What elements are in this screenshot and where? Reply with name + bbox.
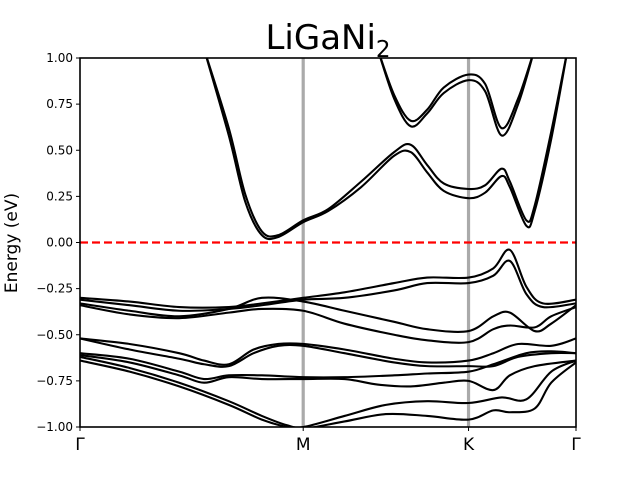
chart-title: LiGaNi2 (265, 18, 390, 63)
y-axis-ticks: −1.00 −0.75 −0.50 −0.25 0.00 0.25 0.50 0.75 1.00 (36, 51, 80, 434)
y-tick-label: −0.25 (36, 282, 73, 296)
band-line-8 (80, 304, 576, 344)
band-line-13 (80, 355, 576, 427)
band-line-4 (379, 58, 534, 137)
y-tick-label: −0.50 (36, 328, 73, 342)
band-line-5 (80, 248, 576, 309)
x-tick-label: Γ (571, 435, 581, 455)
band-line-3 (379, 58, 533, 130)
x-tick-label: Γ (75, 435, 85, 455)
band-line-10 (80, 337, 576, 368)
band-line-14 (80, 359, 576, 427)
x-tick-label: K (463, 435, 475, 455)
band-line-11 (80, 350, 576, 381)
y-tick-label: 0.75 (46, 97, 73, 111)
y-tick-label: 0.25 (46, 189, 73, 203)
y-tick-label: 0.50 (46, 143, 73, 157)
band-line-2 (205, 58, 568, 241)
y-axis-label: Energy (eV) (2, 193, 22, 293)
band-line-1 (205, 58, 567, 238)
band-line-12 (80, 354, 576, 392)
y-tick-label: 1.00 (46, 51, 73, 65)
y-tick-label: −0.75 (36, 374, 73, 388)
band-lines (80, 58, 576, 427)
band-line-6 (80, 259, 576, 312)
y-tick-label: −1.00 (36, 420, 73, 434)
x-tick-label: M (296, 435, 311, 455)
band-line-9 (80, 337, 576, 366)
y-tick-label: 0.00 (46, 236, 73, 250)
